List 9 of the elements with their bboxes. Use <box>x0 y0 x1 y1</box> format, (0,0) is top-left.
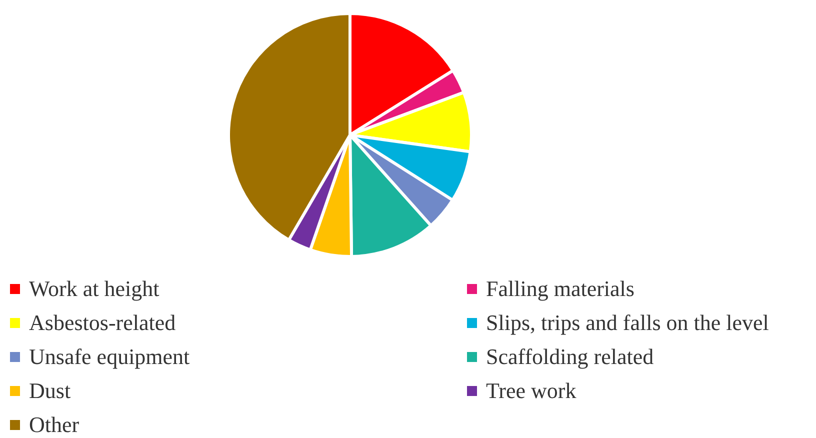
legend-label: Work at height <box>29 276 160 302</box>
legend-label: Falling materials <box>486 276 634 302</box>
legend-label: Unsafe equipment <box>29 344 190 370</box>
legend-label: Other <box>29 412 80 438</box>
legend-label: Tree work <box>486 378 576 404</box>
legend-label: Asbestos-related <box>29 310 176 336</box>
legend-label: Scaffolding related <box>486 344 654 370</box>
legend-label: Dust <box>29 378 71 404</box>
legend-label: Slips, trips and falls on the level <box>486 310 769 336</box>
